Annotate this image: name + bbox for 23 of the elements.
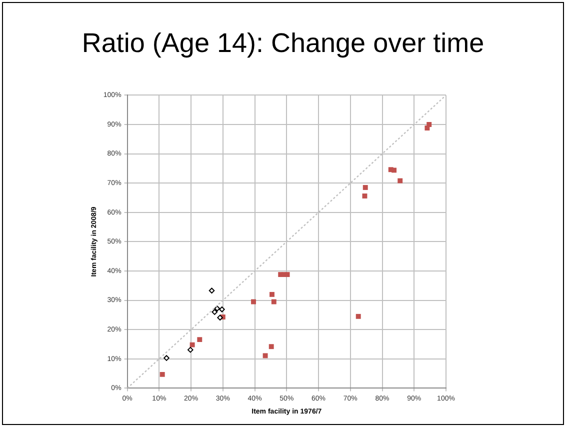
point: [270, 292, 274, 297]
point: [208, 288, 215, 294]
point: [214, 306, 220, 312]
point: [356, 314, 361, 319]
point: [212, 309, 218, 315]
chart-title: Ratio (Age 14): Change over time: [80, 28, 486, 59]
point: [392, 168, 397, 173]
point: [398, 178, 403, 184]
point: [190, 342, 195, 348]
point: [426, 122, 432, 127]
point: [217, 314, 223, 320]
point: [362, 185, 368, 190]
point: [251, 299, 256, 304]
point: [160, 372, 165, 377]
point: [284, 272, 290, 277]
point: [362, 194, 368, 198]
point: [219, 306, 225, 312]
point: [188, 346, 194, 353]
point: [262, 353, 268, 358]
point: [268, 344, 274, 350]
point: [271, 299, 276, 304]
point: [164, 355, 170, 361]
point: [197, 337, 202, 342]
